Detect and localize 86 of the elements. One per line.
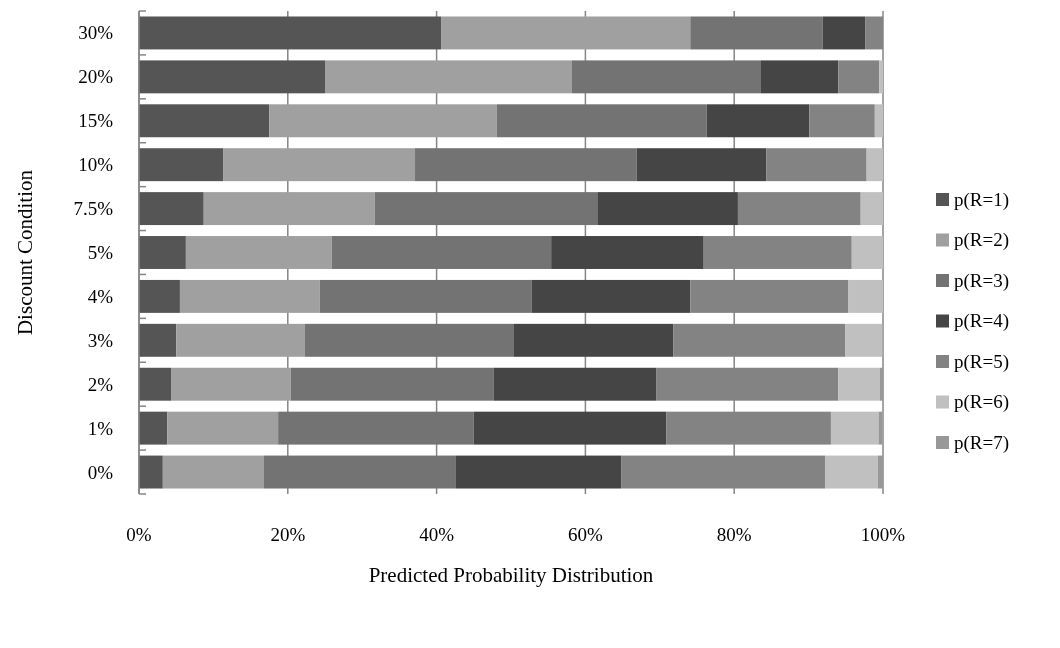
bar (851, 236, 883, 269)
bar (223, 148, 416, 182)
bar (493, 367, 657, 401)
bar (139, 367, 171, 401)
bar (176, 323, 305, 357)
legend-label: p(R=6) (954, 391, 1010, 413)
legend-label: p(R=1) (954, 188, 1010, 211)
bar (706, 104, 810, 138)
bar (760, 60, 839, 94)
bar (737, 192, 861, 226)
bar (551, 236, 704, 269)
legend-label: p(R=3) (954, 269, 1010, 292)
y-tick-label: 7.5% (73, 198, 114, 220)
bar (139, 104, 270, 138)
bar (822, 16, 866, 50)
bar (139, 323, 177, 357)
bar (838, 60, 880, 94)
bar (374, 192, 598, 226)
bar (636, 148, 767, 182)
bar (263, 455, 456, 489)
bar (179, 279, 320, 313)
bar (203, 192, 375, 226)
bar (473, 411, 667, 445)
bar (877, 455, 883, 489)
bar (496, 104, 707, 138)
y-tick-label: 15% (78, 110, 114, 132)
bar (139, 16, 442, 50)
y-tick-label: 2% (87, 373, 114, 395)
bar (162, 455, 264, 489)
bar (139, 148, 224, 182)
y-tick-label: 20% (78, 66, 114, 88)
bar (830, 411, 879, 445)
bar (690, 16, 823, 50)
y-tick-label: 10% (78, 154, 114, 176)
bar (845, 323, 883, 357)
bar (531, 279, 691, 313)
bar (304, 323, 514, 357)
legend-label: p(R=7) (954, 431, 1010, 454)
bar (880, 367, 883, 401)
bar (139, 60, 325, 94)
bar (597, 192, 738, 226)
legend-label: p(R=5) (954, 350, 1010, 373)
bar (860, 192, 883, 226)
x-tick-label: 0% (126, 524, 152, 545)
bar (170, 367, 291, 401)
bar (325, 60, 573, 94)
x-tick-label: 80% (716, 524, 752, 545)
bar (290, 367, 494, 401)
bar (139, 279, 180, 313)
y-tick-label: 3% (87, 329, 114, 351)
bar (513, 323, 674, 357)
bar (866, 148, 883, 182)
bar (838, 367, 881, 401)
bar (824, 455, 878, 489)
bar (269, 104, 497, 138)
bar (848, 279, 883, 313)
x-tick-label: 100% (860, 524, 906, 545)
bar (766, 148, 867, 182)
y-tick-label: 0% (87, 461, 114, 483)
bar (331, 236, 552, 269)
bar (139, 411, 168, 445)
y-tick-label: 5% (87, 242, 114, 263)
bar (415, 148, 637, 182)
bar (572, 60, 761, 94)
bar (455, 455, 622, 489)
y-tick-label: 30% (78, 22, 114, 44)
bar (139, 192, 204, 226)
legend-label: p(R=2) (954, 229, 1010, 251)
y-axis-title: Discount Condition (13, 169, 37, 336)
bar (809, 104, 875, 138)
bar (879, 60, 883, 94)
bar (185, 236, 332, 269)
y-tick-label: 4% (87, 285, 114, 307)
bar (319, 279, 532, 313)
bar (139, 236, 186, 269)
legend-label: p(R=4) (954, 310, 1010, 332)
bar (167, 411, 279, 445)
bar (874, 104, 883, 138)
x-tick-label: 60% (567, 524, 603, 545)
bar (278, 411, 474, 445)
x-axis-title: Predicted Probability Distribution (368, 563, 654, 587)
bar (139, 455, 163, 489)
bar (441, 16, 691, 50)
y-tick-label: 1% (87, 417, 114, 439)
x-tick-label: 40% (419, 524, 455, 545)
x-tick-label: 20% (270, 524, 306, 545)
